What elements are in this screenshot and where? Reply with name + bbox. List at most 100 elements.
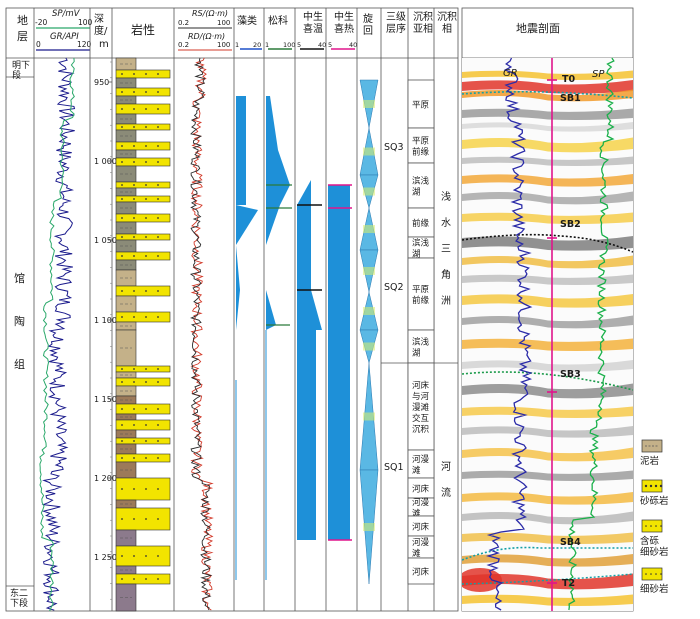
- seismic-reflection-band: [462, 426, 633, 438]
- rs-log-min: 0.2: [178, 19, 189, 27]
- subfacies-label: 滨浅: [412, 337, 430, 348]
- meso-temp-track: [297, 180, 322, 540]
- seismic-anomaly: [462, 568, 502, 592]
- subfacies-label: 与河: [412, 391, 430, 402]
- meso-temp-header: 中生 喜温: [303, 10, 323, 35]
- horizon-t2: [461, 573, 634, 585]
- cycle-triangle-center: [363, 342, 375, 351]
- seismic-reflection-band: [462, 274, 633, 285]
- lithology-grain-dot: [121, 488, 123, 490]
- cycle-header-char-2: 回: [363, 25, 373, 37]
- subfacies-label: 滩: [412, 465, 421, 476]
- legend-label: 细砂岩: [640, 583, 669, 595]
- lithology-grain-dot: [157, 108, 159, 110]
- stratum-header: 地 层: [17, 14, 28, 43]
- cycle-triangle-center: [363, 147, 375, 156]
- lithology-bed: [115, 477, 171, 501]
- seismic-reflection-band: [462, 89, 633, 102]
- lithology-grain-dot: [133, 381, 135, 383]
- lithology-grain-dot: [157, 91, 159, 93]
- legend-grain-dot: [660, 573, 662, 575]
- cycle-triangle-center: [363, 100, 375, 108]
- depth-unit: m: [99, 39, 109, 50]
- lithology-grain-dot: [133, 578, 135, 580]
- facies-fluvial-char-2: 流: [441, 486, 451, 499]
- meso-heat-header-line-2: 喜热: [334, 22, 354, 35]
- seismic-sb2-label: SB2: [560, 219, 581, 230]
- pine-fill: [266, 96, 290, 330]
- depth-tick-label: 1 050: [94, 236, 117, 245]
- depth-header-char-1: 深: [94, 13, 104, 25]
- meso-heat-min: 5: [328, 41, 332, 49]
- stratum-bottom-line-2: 下段: [10, 597, 28, 609]
- lithology-bed: [115, 311, 171, 323]
- seismic-reflection-band: [462, 492, 633, 505]
- seismic-reflection-band: [462, 406, 633, 418]
- lithology-grain-dot: [133, 255, 135, 257]
- lithology-grain-dot: [133, 518, 135, 520]
- lithology-grain-dot: [145, 108, 147, 110]
- stratum-main-label: 馆 陶 组: [14, 271, 25, 371]
- subfacies-label: 平原: [412, 101, 429, 111]
- meso-temp-max: 40: [318, 41, 326, 49]
- sp-log-max: 100: [78, 18, 93, 27]
- subfacies-label: 河床: [412, 380, 430, 391]
- lithology-bed: [115, 213, 171, 223]
- lithology-bed: [115, 377, 171, 387]
- strata-labels: 明下 段 馆 陶 组 东二 下段: [10, 60, 30, 609]
- cycle-triangle-center: [363, 187, 375, 196]
- legend-grain-dot: [649, 484, 653, 488]
- seismic-profile: [462, 58, 633, 611]
- lithology-grain-dot: [133, 184, 135, 186]
- lithology-bed: [115, 195, 171, 203]
- pine-track: [265, 96, 292, 580]
- stratum-main-char-1: 馆: [14, 271, 25, 285]
- seismic-sb1-label: SB1: [560, 93, 581, 104]
- facies-fluvial: 河 流: [441, 461, 451, 499]
- meso-temp-min: 5: [297, 41, 301, 49]
- lithology-grain-dot: [133, 126, 135, 128]
- lithology-grain-dot: [145, 408, 147, 410]
- rs-log-title: RS/(Ω·m): [192, 9, 228, 18]
- seismic-reflection-band: [462, 108, 633, 120]
- cycle-triangle-center: [363, 523, 375, 531]
- lithology-grain-dot: [157, 440, 159, 442]
- subfacies-label: 河漫: [412, 537, 430, 548]
- lithology-bed: [115, 157, 171, 167]
- algae-fill-lower: [236, 245, 240, 330]
- lithology-grain-dot: [145, 290, 147, 292]
- lithology-grain-dot: [145, 184, 147, 186]
- lithology-grain-dot: [157, 518, 159, 520]
- facies-fluvial-char-1: 河: [441, 461, 451, 473]
- stratum-bottom-label: 东二 下段: [10, 587, 28, 609]
- lithology-bed: [115, 285, 171, 297]
- legend-swatch: [641, 567, 663, 581]
- seismic-gr-label: GR: [503, 68, 518, 79]
- facies-delta-char-4: 角: [441, 269, 451, 281]
- cycle-triangle-center: [363, 307, 375, 315]
- lithology-bed: [115, 545, 171, 567]
- lithology-grain-dot: [133, 457, 135, 459]
- seismic-reflection-band: [462, 122, 633, 132]
- algae-min: 1: [235, 41, 239, 49]
- subfacies-header-line-1: 沉积: [413, 10, 433, 23]
- depth-tick-label: 1 000: [94, 157, 117, 166]
- meso-temp-fill-lower: [297, 330, 316, 540]
- stratum-top-line-1: 明下: [12, 60, 30, 71]
- header-row: 地 层 SP/mV -20 100 GR/API 0 120 深 度/ m 岩性…: [17, 9, 560, 50]
- meso-heat-fill: [328, 185, 350, 540]
- facies-delta-char-1: 浅: [441, 190, 451, 203]
- sp-log-title: SP/mV: [52, 9, 81, 19]
- meso-temp-fill-upper: [297, 180, 322, 330]
- rd-log-max: 100: [217, 41, 230, 49]
- lithology-grain-dot: [121, 424, 123, 426]
- lithology-bed: [115, 69, 171, 79]
- lithology-grain-dot: [121, 198, 123, 200]
- lithology-grain-dot: [133, 440, 135, 442]
- subfacies-label: 滩: [412, 508, 421, 519]
- legend-swatch: [641, 519, 663, 533]
- lithology-bed: [115, 123, 171, 131]
- subfacies-label: 湖: [412, 349, 421, 359]
